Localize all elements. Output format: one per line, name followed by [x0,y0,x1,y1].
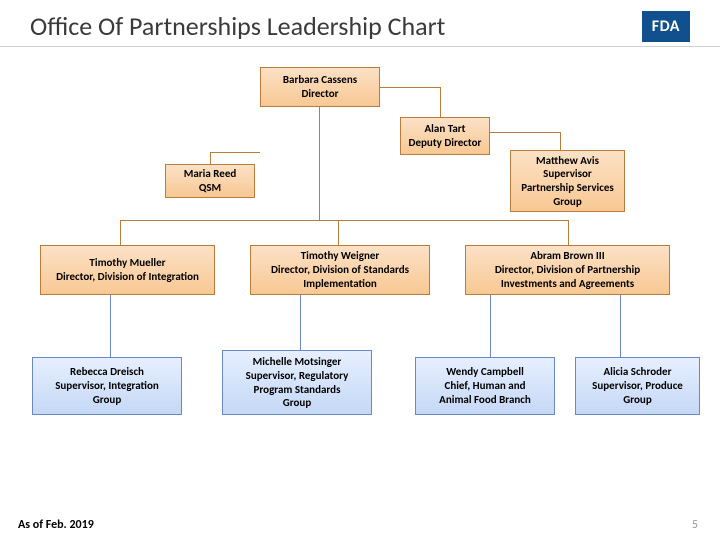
node-role: Director [301,87,338,101]
page-title: Office Of Partnerships Leadership Chart [30,10,445,42]
node-role: Director, Division of Integration [56,270,199,284]
page-number: 5 [692,518,698,532]
connector [210,152,260,153]
node-name: Timothy Weigner [301,249,380,263]
node-role: Supervisor, Regulatory [246,369,349,383]
node-name: Wendy Campbell [446,365,524,379]
connector [440,87,441,117]
node-deputy-director: Alan Tart Deputy Director [400,117,490,155]
node-role: Program Standards [254,383,341,397]
org-chart: Barbara Cassens Director Alan Tart Deput… [0,47,720,467]
connector [120,220,568,221]
header: Office Of Partnerships Leadership Chart … [0,0,720,47]
connector [120,220,121,245]
connector [338,220,339,245]
node-sub-program-standards: Michelle Motsinger Supervisor, Regulator… [222,350,372,415]
connector [110,295,111,357]
node-director: Barbara Cassens Director [260,67,380,107]
node-role: QSM [199,181,221,195]
node-role: Implementation [303,277,377,291]
node-role: Chief, Human and [445,379,526,393]
node-sub-produce-group: Alicia Schroder Supervisor, Produce Grou… [575,357,700,415]
node-name: Barbara Cassens [283,73,357,87]
node-role: Group [93,393,122,407]
node-name: Abram Brown III [530,249,604,263]
node-name: Alicia Schroder [603,365,671,379]
connector [319,107,320,125]
node-sub-food-branch: Wendy Campbell Chief, Human and Animal F… [415,357,555,415]
node-role: Group [283,396,312,410]
node-role: Supervisor [543,167,592,181]
node-name: Maria Reed [184,167,237,181]
node-sub-integration-group: Rebecca Dreisch Supervisor, Integration … [32,357,182,415]
footer-date: As of Feb. 2019 [18,518,94,532]
node-name: Michelle Motsinger [253,355,342,369]
node-division-partnership: Abram Brown III Director, Division of Pa… [465,245,670,295]
connector [210,152,211,164]
node-role: Deputy Director [409,136,482,150]
node-role: Partnership Services [521,181,614,195]
node-role: Supervisor, Integration [55,379,159,393]
fda-logo: FDA [642,11,690,42]
node-role: Group [623,393,652,407]
node-role: Director, Division of Partnership [495,263,640,277]
node-role: Group [553,195,582,209]
connector [568,220,569,245]
node-name: Rebecca Dreisch [70,365,144,379]
node-division-integration: Timothy Mueller Director, Division of In… [40,245,215,295]
node-partnership-services: Matthew Avis Supervisor Partnership Serv… [510,150,625,212]
node-name: Matthew Avis [536,154,599,168]
node-name: Timothy Mueller [89,256,165,270]
connector [300,295,301,357]
node-role: Animal Food Branch [439,393,531,407]
connector [319,125,320,220]
node-name: Alan Tart [425,122,466,136]
node-role: Director, Division of Standards [271,263,409,277]
connector [490,295,491,357]
connector [380,87,440,88]
connector [560,132,561,150]
node-qsm: Maria Reed QSM [165,164,255,198]
connector [620,295,621,357]
node-role: Investments and Agreements [501,277,634,291]
node-role: Supervisor, Produce [592,379,683,393]
connector [480,132,560,133]
node-division-standards: Timothy Weigner Director, Division of St… [250,245,430,295]
